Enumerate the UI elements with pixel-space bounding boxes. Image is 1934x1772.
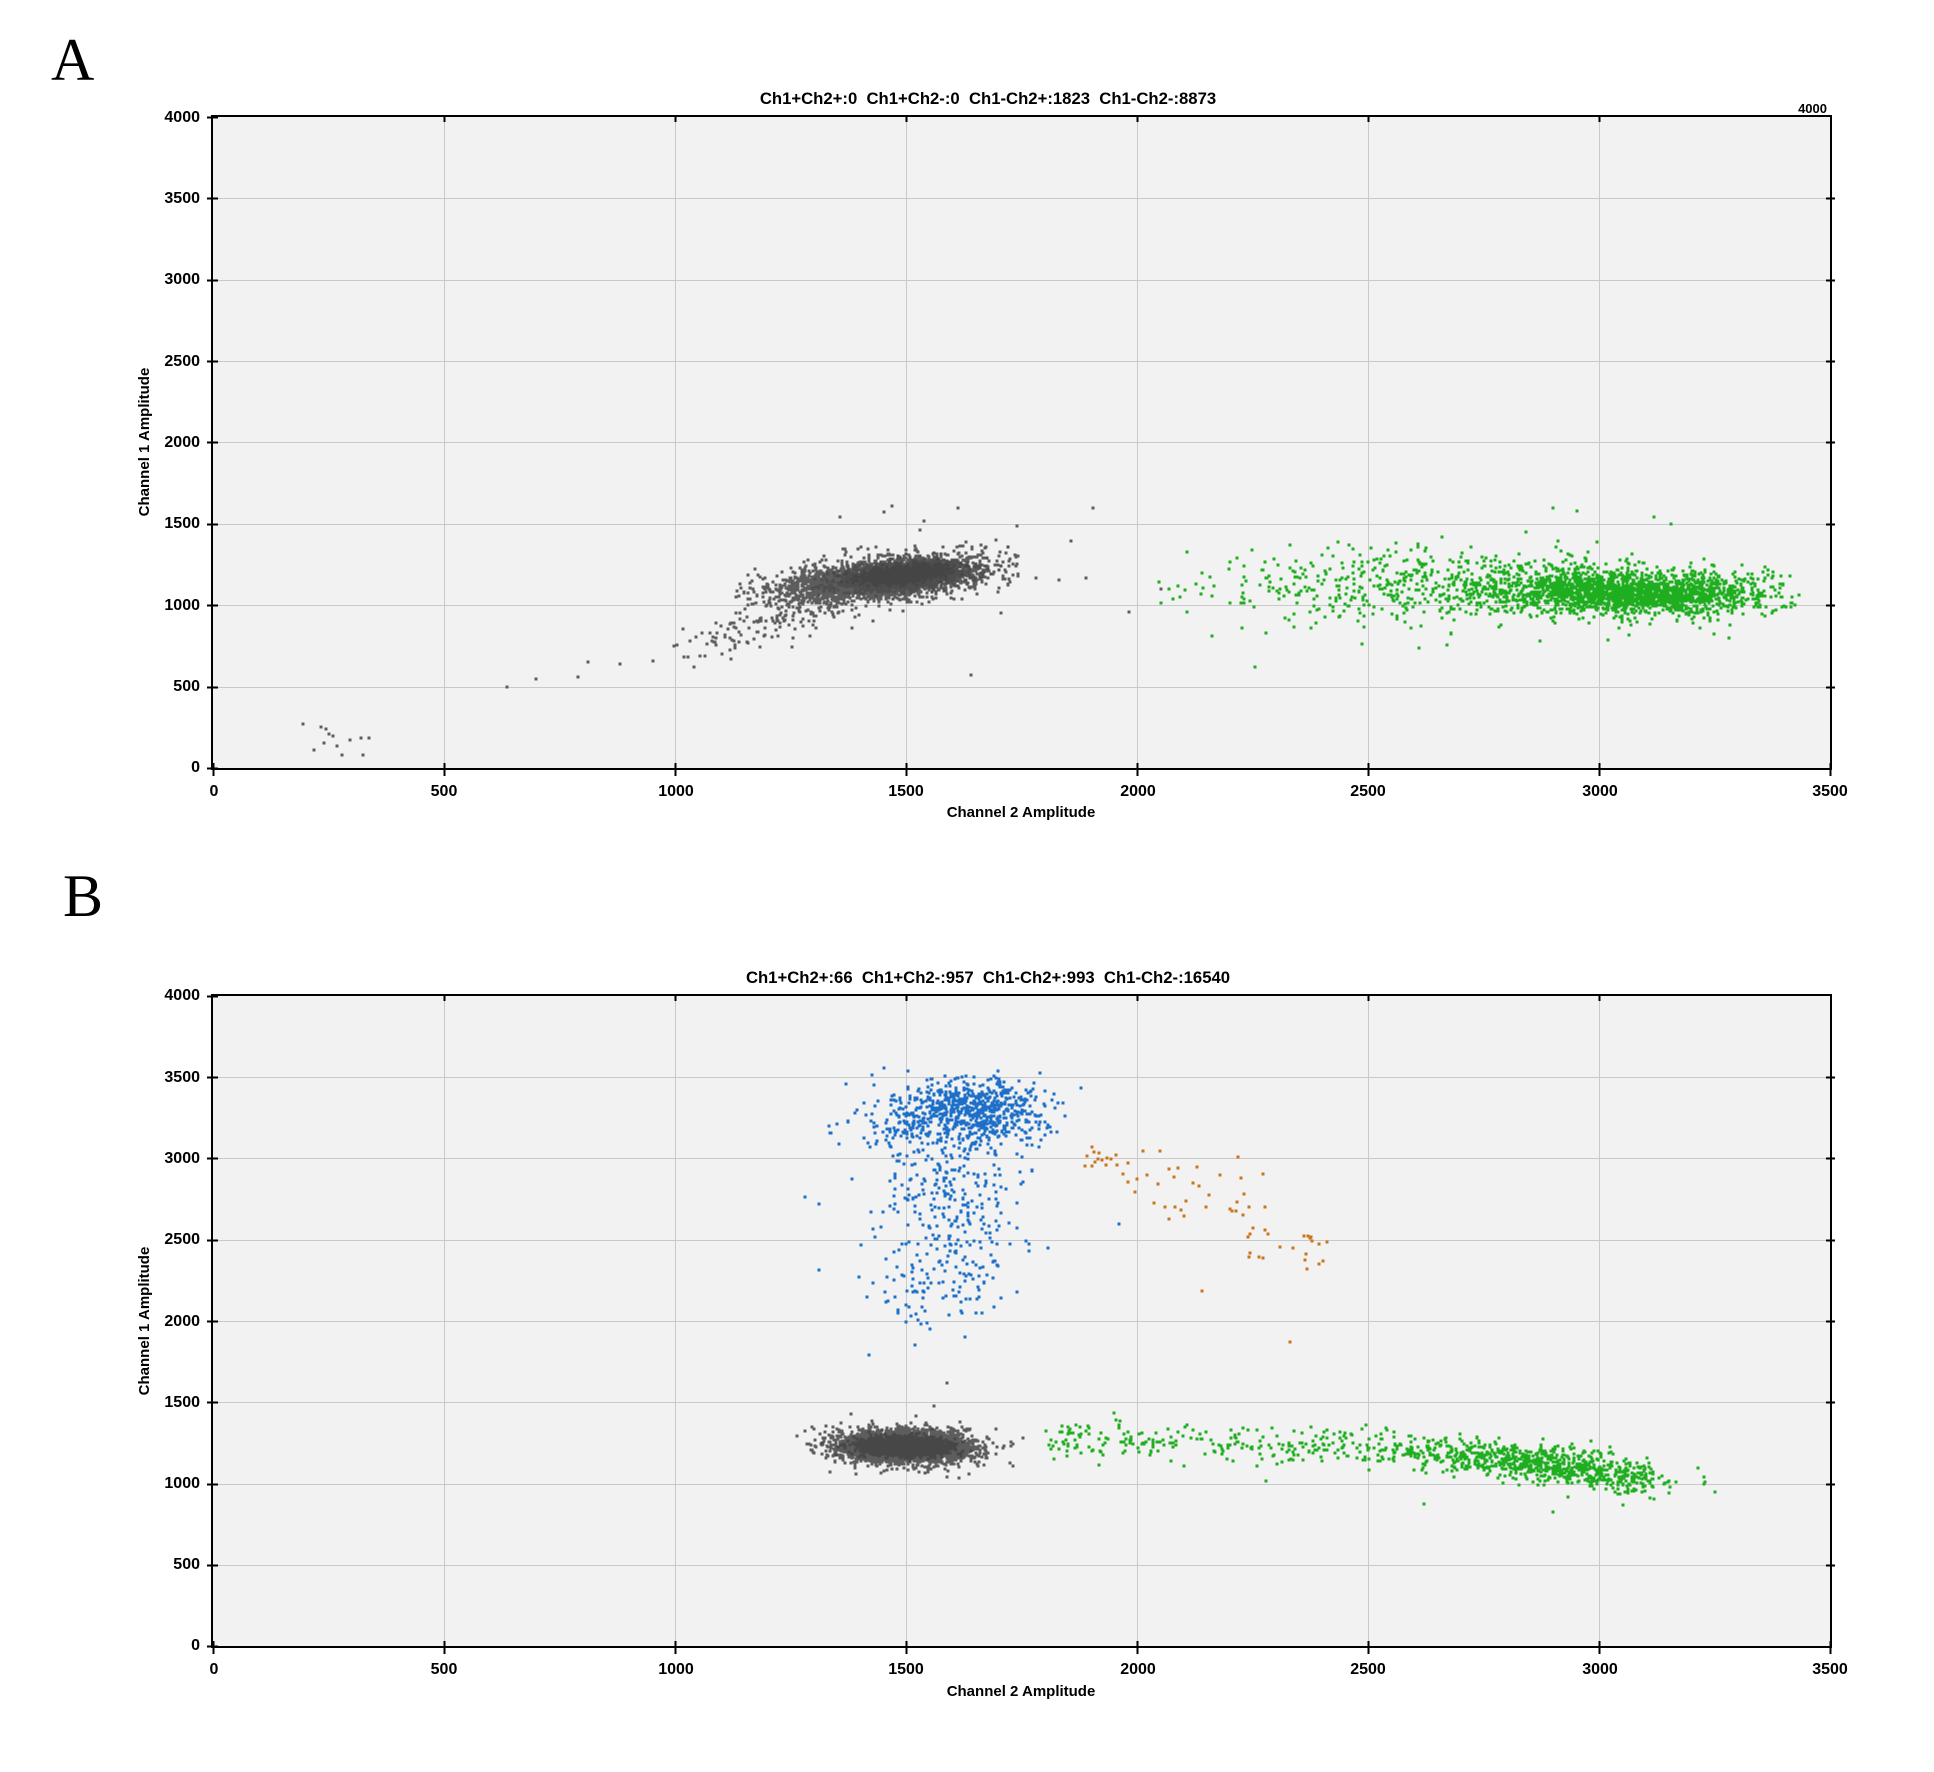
svg-text:Channel 2 Amplitude: Channel 2 Amplitude xyxy=(947,1683,1096,1700)
svg-text:1000: 1000 xyxy=(164,597,200,614)
svg-text:3000: 3000 xyxy=(164,1150,200,1167)
svg-text:1500: 1500 xyxy=(888,783,924,800)
svg-text:500: 500 xyxy=(173,1556,200,1573)
svg-text:1500: 1500 xyxy=(164,515,200,532)
svg-text:3000: 3000 xyxy=(1582,783,1618,800)
svg-text:Ch1+Ch2+:66 Ch1+Ch2-:957 Ch1: Ch1+Ch2+:66 Ch1+Ch2-:957 Ch1-Ch2+:993 Ch… xyxy=(746,968,1230,987)
svg-text:3000: 3000 xyxy=(164,271,200,288)
svg-text:1000: 1000 xyxy=(658,783,694,800)
svg-text:3500: 3500 xyxy=(1812,783,1848,800)
svg-text:2000: 2000 xyxy=(164,1313,200,1330)
svg-text:3000: 3000 xyxy=(1582,1661,1618,1678)
svg-text:500: 500 xyxy=(431,783,458,800)
svg-text:3500: 3500 xyxy=(1812,1661,1848,1678)
svg-text:Channel 1 Amplitude: Channel 1 Amplitude xyxy=(136,1247,153,1396)
svg-text:4000: 4000 xyxy=(164,109,200,126)
svg-text:3500: 3500 xyxy=(164,1069,200,1086)
svg-text:0: 0 xyxy=(191,759,200,776)
svg-text:500: 500 xyxy=(173,678,200,695)
svg-text:2000: 2000 xyxy=(1120,783,1156,800)
svg-text:0: 0 xyxy=(191,1637,200,1654)
svg-text:1000: 1000 xyxy=(658,1661,694,1678)
svg-text:Channel 2 Amplitude: Channel 2 Amplitude xyxy=(947,804,1096,821)
svg-text:Channel 1 Amplitude: Channel 1 Amplitude xyxy=(136,368,153,517)
svg-text:2000: 2000 xyxy=(164,434,200,451)
svg-text:1500: 1500 xyxy=(888,1661,924,1678)
svg-text:1500: 1500 xyxy=(164,1394,200,1411)
svg-text:1000: 1000 xyxy=(164,1475,200,1492)
svg-text:0: 0 xyxy=(210,783,219,800)
svg-text:3500: 3500 xyxy=(164,190,200,207)
svg-text:2500: 2500 xyxy=(1350,783,1386,800)
svg-text:4000: 4000 xyxy=(1798,101,1827,116)
svg-text:4000: 4000 xyxy=(164,987,200,1004)
svg-text:Ch1+Ch2+:0 Ch1+Ch2-:0 Ch1-Ch: Ch1+Ch2+:0 Ch1+Ch2-:0 Ch1-Ch2+:1823 Ch1-… xyxy=(760,89,1216,108)
svg-text:2500: 2500 xyxy=(164,1231,200,1248)
svg-text:500: 500 xyxy=(431,1661,458,1678)
svg-text:2500: 2500 xyxy=(1350,1661,1386,1678)
svg-text:0: 0 xyxy=(210,1661,219,1678)
svg-text:2500: 2500 xyxy=(164,353,200,370)
svg-text:2000: 2000 xyxy=(1120,1661,1156,1678)
